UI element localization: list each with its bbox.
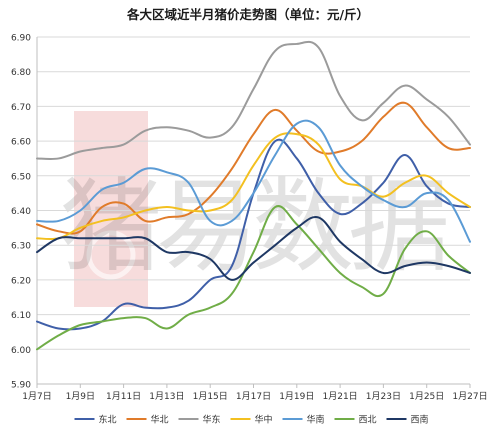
y-tick-label: 6.10 xyxy=(11,311,31,321)
y-tick-label: 6.50 xyxy=(11,172,31,182)
x-axis-ticks: 1月7日 1月9日 1月11日 1月13日 1月15日 1月17日 1月19日 1月21日 1月… xyxy=(22,384,488,402)
grid-lines xyxy=(37,36,470,350)
series-line-华北 xyxy=(36,101,471,235)
series-line-华南 xyxy=(36,119,471,243)
x-tick-label: 1月7日 xyxy=(22,391,51,402)
legend-label: 东北 xyxy=(99,414,117,426)
watermark-logo-ring xyxy=(86,230,136,280)
legend-label: 华南 xyxy=(307,414,325,426)
y-tick-label: 6.80 xyxy=(11,68,31,78)
series-lines xyxy=(36,40,471,351)
legend-label: 西南 xyxy=(411,414,429,426)
series-line-西南 xyxy=(36,215,471,281)
y-tick-label: 6.40 xyxy=(11,207,31,217)
chart-title: 各大区域近半月猪价走势图（单位：元/斤） xyxy=(126,7,369,22)
series-line-华中 xyxy=(36,132,471,241)
watermark-text: 猪易数据 xyxy=(60,168,446,287)
watermark-logo-block xyxy=(74,111,148,307)
x-tick-label: 1月27日 xyxy=(452,391,487,402)
x-tick-label: 1月23日 xyxy=(366,391,401,402)
y-tick-label: 6.00 xyxy=(11,346,31,356)
x-tick-label: 1月9日 xyxy=(66,391,95,402)
y-tick-label: 6.30 xyxy=(11,242,31,252)
legend-label: 华中 xyxy=(255,414,273,426)
y-tick-label: 5.90 xyxy=(11,381,31,391)
y-tick-label: 6.20 xyxy=(11,276,31,286)
x-tick-label: 1月13日 xyxy=(149,391,184,402)
y-tick-label: 6.90 xyxy=(11,34,31,44)
x-tick-label: 1月11日 xyxy=(106,391,141,402)
series-line-华东 xyxy=(36,40,471,160)
series-line-西北 xyxy=(36,205,471,351)
legend: 东北 华北 华东 华中 华南 西北 西南 xyxy=(74,414,429,426)
y-axis-ticks: 5.90 6.00 6.10 6.20 6.30 6.40 6.50 6.60 6.70 6.80… xyxy=(11,34,31,391)
y-tick-label: 6.70 xyxy=(11,103,31,113)
x-tick-label: 1月15日 xyxy=(193,391,228,402)
y-tick-label: 6.60 xyxy=(11,138,31,148)
x-tick-label: 1月21日 xyxy=(323,391,358,402)
legend-label: 华东 xyxy=(203,414,221,426)
x-tick-label: 1月25日 xyxy=(409,391,444,402)
legend-label: 华北 xyxy=(151,414,169,426)
x-tick-label: 1月17日 xyxy=(236,391,271,402)
legend-label: 西北 xyxy=(359,415,377,426)
x-tick-label: 1月19日 xyxy=(279,391,314,402)
